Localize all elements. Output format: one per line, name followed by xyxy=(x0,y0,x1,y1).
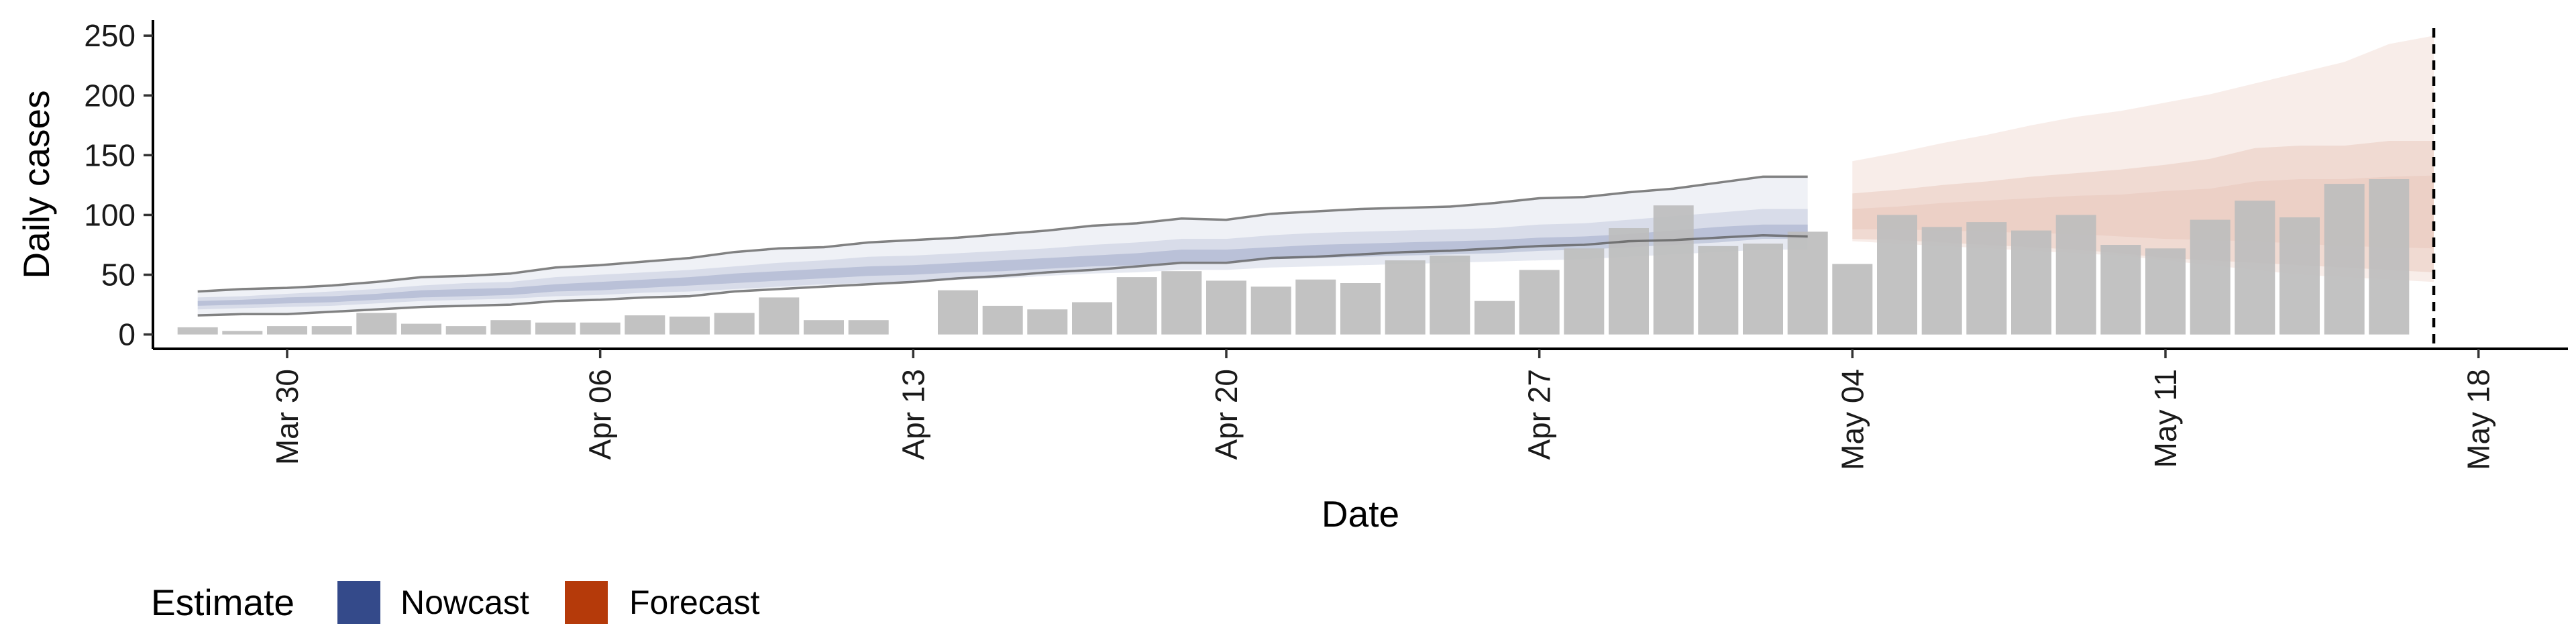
legend-label-forecast: Forecast xyxy=(629,584,760,621)
bar-2020-04-27 xyxy=(1519,270,1560,335)
bar-2020-03-29 xyxy=(222,331,263,335)
bar-2020-05-06 xyxy=(1921,227,1962,335)
bar-2020-04-22 xyxy=(1295,279,1336,335)
bar-2020-05-05 xyxy=(1877,215,1917,335)
x-tick-label-2020-05-04: May 04 xyxy=(1835,369,1870,470)
x-tick-label-2020-05-11: May 11 xyxy=(2148,369,2183,468)
bar-2020-04-19 xyxy=(1161,271,1202,335)
legend: Estimate Nowcast Forecast xyxy=(151,581,760,624)
bar-2020-03-30 xyxy=(267,326,307,335)
bar-2020-05-08 xyxy=(2011,230,2051,335)
x-tick-label-2020-04-27: Apr 27 xyxy=(1522,369,1557,460)
legend-title: Estimate xyxy=(151,582,294,623)
axes: 0 50 100 150 200 250 Mar 30 Apr 06 Apr 13 Apr 20 A… xyxy=(15,18,2568,535)
nowcast-upper-line xyxy=(197,175,1808,293)
bar-2020-04-01 xyxy=(356,313,397,335)
bar-2020-04-26 xyxy=(1474,301,1515,335)
bar-2020-05-11 xyxy=(2145,248,2186,335)
bar-2020-05-07 xyxy=(1966,222,2007,335)
bar-2020-05-13 xyxy=(2235,201,2275,335)
bar-2020-04-04 xyxy=(490,320,531,335)
bar-2020-04-07 xyxy=(625,315,665,335)
nowcast-ribbon-20 xyxy=(197,224,1808,306)
bar-2020-04-06 xyxy=(580,322,621,335)
bar-2020-04-23 xyxy=(1340,283,1381,335)
legend-label-nowcast: Nowcast xyxy=(400,584,529,621)
bar-2020-04-11 xyxy=(804,320,844,335)
bar-2020-04-18 xyxy=(1116,277,1157,335)
x-axis-title: Date xyxy=(1322,493,1399,535)
bar-2020-05-10 xyxy=(2100,245,2141,335)
x-tick-label-2020-05-18: May 18 xyxy=(2461,369,2496,470)
nowcast-ribbon-90 xyxy=(197,176,1808,316)
bar-2020-05-09 xyxy=(2055,215,2096,335)
legend-swatch-nowcast xyxy=(337,581,380,624)
y-tick-label-150: 150 xyxy=(84,138,136,172)
y-tick-label-100: 100 xyxy=(84,197,136,232)
x-tick-label-2020-04-13: Apr 13 xyxy=(896,369,930,460)
bar-2020-04-29 xyxy=(1609,228,1649,335)
bar-2020-04-21 xyxy=(1250,286,1291,335)
bar-2020-05-04 xyxy=(1832,264,1873,335)
x-tick-label-2020-04-20: Apr 20 xyxy=(1209,369,1244,460)
bar-2020-04-03 xyxy=(445,326,486,335)
nowcast-ribbons xyxy=(197,176,1808,316)
bar-2020-04-24 xyxy=(1385,260,1426,335)
x-tick-label-2020-03-30: Mar 30 xyxy=(270,369,305,465)
observed-cases-bars xyxy=(177,179,2410,335)
bar-2020-05-15 xyxy=(2324,184,2365,335)
x-tick-label-2020-04-06: Apr 06 xyxy=(583,369,618,460)
bar-2020-04-14 xyxy=(938,290,978,335)
nowcast-ribbon-50 xyxy=(197,209,1808,310)
bar-2020-04-05 xyxy=(535,322,576,335)
bar-2020-03-31 xyxy=(311,326,352,335)
bar-2020-04-09 xyxy=(714,313,755,335)
bar-2020-04-20 xyxy=(1206,280,1246,335)
y-tick-label-250: 250 xyxy=(84,18,136,53)
bar-2020-04-17 xyxy=(1072,302,1112,335)
y-tick-label-200: 200 xyxy=(84,78,136,113)
bar-2020-05-12 xyxy=(2190,219,2231,335)
bar-2020-04-12 xyxy=(848,320,889,335)
bar-2020-04-02 xyxy=(401,323,441,335)
legend-swatch-forecast xyxy=(565,581,608,624)
bar-2020-04-16 xyxy=(1027,309,1068,335)
bar-2020-04-28 xyxy=(1564,248,1605,335)
bar-2020-04-15 xyxy=(982,305,1023,335)
bar-2020-05-02 xyxy=(1743,244,1783,335)
bar-2020-04-10 xyxy=(759,297,800,335)
bar-2020-04-30 xyxy=(1653,205,1694,335)
bar-2020-03-28 xyxy=(177,327,218,335)
y-tick-label-50: 50 xyxy=(101,258,136,292)
bar-2020-04-08 xyxy=(669,316,710,335)
bar-2020-05-01 xyxy=(1698,246,1739,335)
bar-2020-05-14 xyxy=(2279,217,2320,335)
y-tick-label-0: 0 xyxy=(118,317,136,352)
nowcast-interval-lines xyxy=(197,175,1808,317)
bar-2020-05-16 xyxy=(2369,179,2410,335)
nowcast-lower-line xyxy=(197,233,1808,317)
y-axis-title: Daily cases xyxy=(15,90,57,278)
bar-2020-05-03 xyxy=(1787,231,1828,335)
bar-2020-04-25 xyxy=(1430,256,1470,335)
